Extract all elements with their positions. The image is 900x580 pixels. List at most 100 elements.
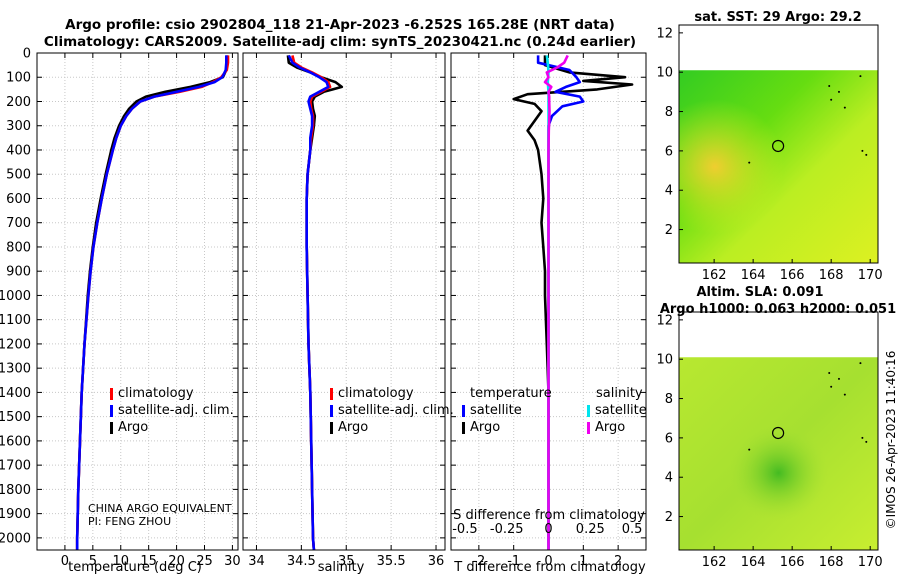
island-dot [748,161,751,164]
x-tick-label: 0 [544,554,552,569]
sdiff-toplabel: S difference from climatology [453,508,645,523]
x-tick-label: 36 [428,554,445,569]
x-tick-label: 34 [248,554,265,569]
lat-tick-label: 12 [656,26,673,41]
plot-frame [450,52,647,551]
island-dot [865,440,868,443]
plot-frame [36,52,239,551]
lat-tick-label: 2 [665,510,673,525]
map-frame [678,311,879,551]
island-dot [837,90,840,93]
series-group [286,54,344,550]
x-tick-label: 0 [61,554,69,569]
s-diff-tick-label: -0.5 [452,522,477,537]
lon-tick-label: 162 [702,268,727,283]
depth-tick-label: 200 [6,95,31,110]
lon-tick-label: 164 [741,555,766,570]
sla-map-title: Altim. SLA: 0.091 [697,285,824,300]
tdiff-xlabel: T difference from climatology [453,560,646,575]
legend-swatch-satellite [110,405,113,417]
lon-tick-label: 162 [702,555,727,570]
lat-tick-label: 10 [656,66,673,81]
legend-label-satellite: satellite-adj. clim. [338,403,454,418]
legend-label-climatology: climatology [118,386,194,401]
salinity-legend: climatology satellite-adj. clim. Argo [330,386,454,435]
sst-map-title: sat. SST: 29 Argo: 29.2 [694,10,861,25]
s-diff-tick-label: 0 [544,522,552,537]
lon-tick-label: 168 [819,268,844,283]
island-dot [748,448,751,451]
island-dot [830,385,833,388]
legend-swatch-s-satellite [587,405,590,417]
island-dot [843,393,846,396]
lon-tick-label: 170 [858,555,883,570]
depth-tick-label: 1000 [0,289,31,304]
series-line-satellite-adj-clim- [287,54,330,550]
island-dot [861,436,864,439]
lon-tick-label: 166 [780,555,805,570]
x-tick-label: 30 [224,554,241,569]
depth-tick-label: 1400 [0,386,31,401]
legend-label-argo: Argo [338,420,368,435]
legend-swatch-argo [110,422,113,434]
temperature-legend: climatology satellite-adj. clim. Argo [110,386,234,435]
legend-label-argo: Argo [118,420,148,435]
depth-tick-label: 1300 [0,362,31,377]
island-dot [843,106,846,109]
series-line-satellite-adj-clim- [75,55,228,550]
plot-frame [242,52,446,551]
island-dot [859,362,862,365]
x-tick-label: 35.5 [377,554,406,569]
argo-location-marker [772,426,785,440]
x-tick-label: 25 [196,554,213,569]
x-tick-label: 34.5 [287,554,316,569]
legend-label-s-satellite: satellite [595,403,647,418]
legend-swatch-s-argo [587,422,590,434]
legend-label-climatology: climatology [338,386,414,401]
x-tick-label: 10 [112,554,129,569]
x-tick-label: 2 [614,554,622,569]
depth-tick-label: 600 [6,192,31,207]
map-field-overlay [679,357,878,550]
difference-panel: -2 -1 0 1 2 -0.5 -0.25 0 0.25 0.5 [450,52,647,569]
argo-location-marker [772,139,785,153]
map-field-overlay [679,70,878,263]
temperature-panel: 0100200300400500600700800900100011001200… [0,47,241,570]
series-line-s-argo [543,54,569,550]
lat-tick-label: 8 [665,392,673,407]
depth-tick-label: 400 [6,143,31,158]
depth-tick-label: 1700 [0,459,31,474]
lat-tick-label: 6 [665,144,673,159]
legend-label-t-argo: Argo [470,420,500,435]
figure-title-line2: Climatology: CARS2009. Satellite-adj cli… [44,34,636,50]
x-tick-label: 20 [168,554,185,569]
x-tick-label: 1 [579,554,587,569]
salinity-panel: 34 34.5 35 35.5 36 [242,52,446,569]
depth-tick-label: 1100 [0,313,31,328]
island-dot [837,377,840,380]
depth-tick-label: 500 [6,168,31,183]
lat-tick-label: 4 [665,471,673,486]
island-dot [830,98,833,101]
island-dot [828,371,831,374]
lon-tick-label: 166 [780,268,805,283]
legend-label-satellite: satellite-adj. clim. [118,403,234,418]
legend-label-s-argo: Argo [595,420,625,435]
sst-map-panel: 2 4 6 8 10 12 162 164 166 168 170 [656,24,883,283]
legend-swatch-satellite [330,405,333,417]
s-diff-tick-label: -0.25 [490,522,524,537]
lon-tick-label: 168 [819,555,844,570]
depth-tick-label: 100 [6,71,31,86]
lat-tick-label: 8 [665,105,673,120]
difference-legend: temperature salinity satellite Argo sate… [462,386,647,435]
salinity-xlabel: salinity [318,560,365,575]
lat-tick-label: 10 [656,353,673,368]
series-group [512,54,634,550]
lon-tick-label: 170 [858,268,883,283]
depth-tick-label: 1600 [0,434,31,449]
island-dot [861,149,864,152]
x-tick-label: 5 [89,554,97,569]
lon-tick-label: 164 [741,268,766,283]
legend-header-salinity: salinity [596,386,643,401]
